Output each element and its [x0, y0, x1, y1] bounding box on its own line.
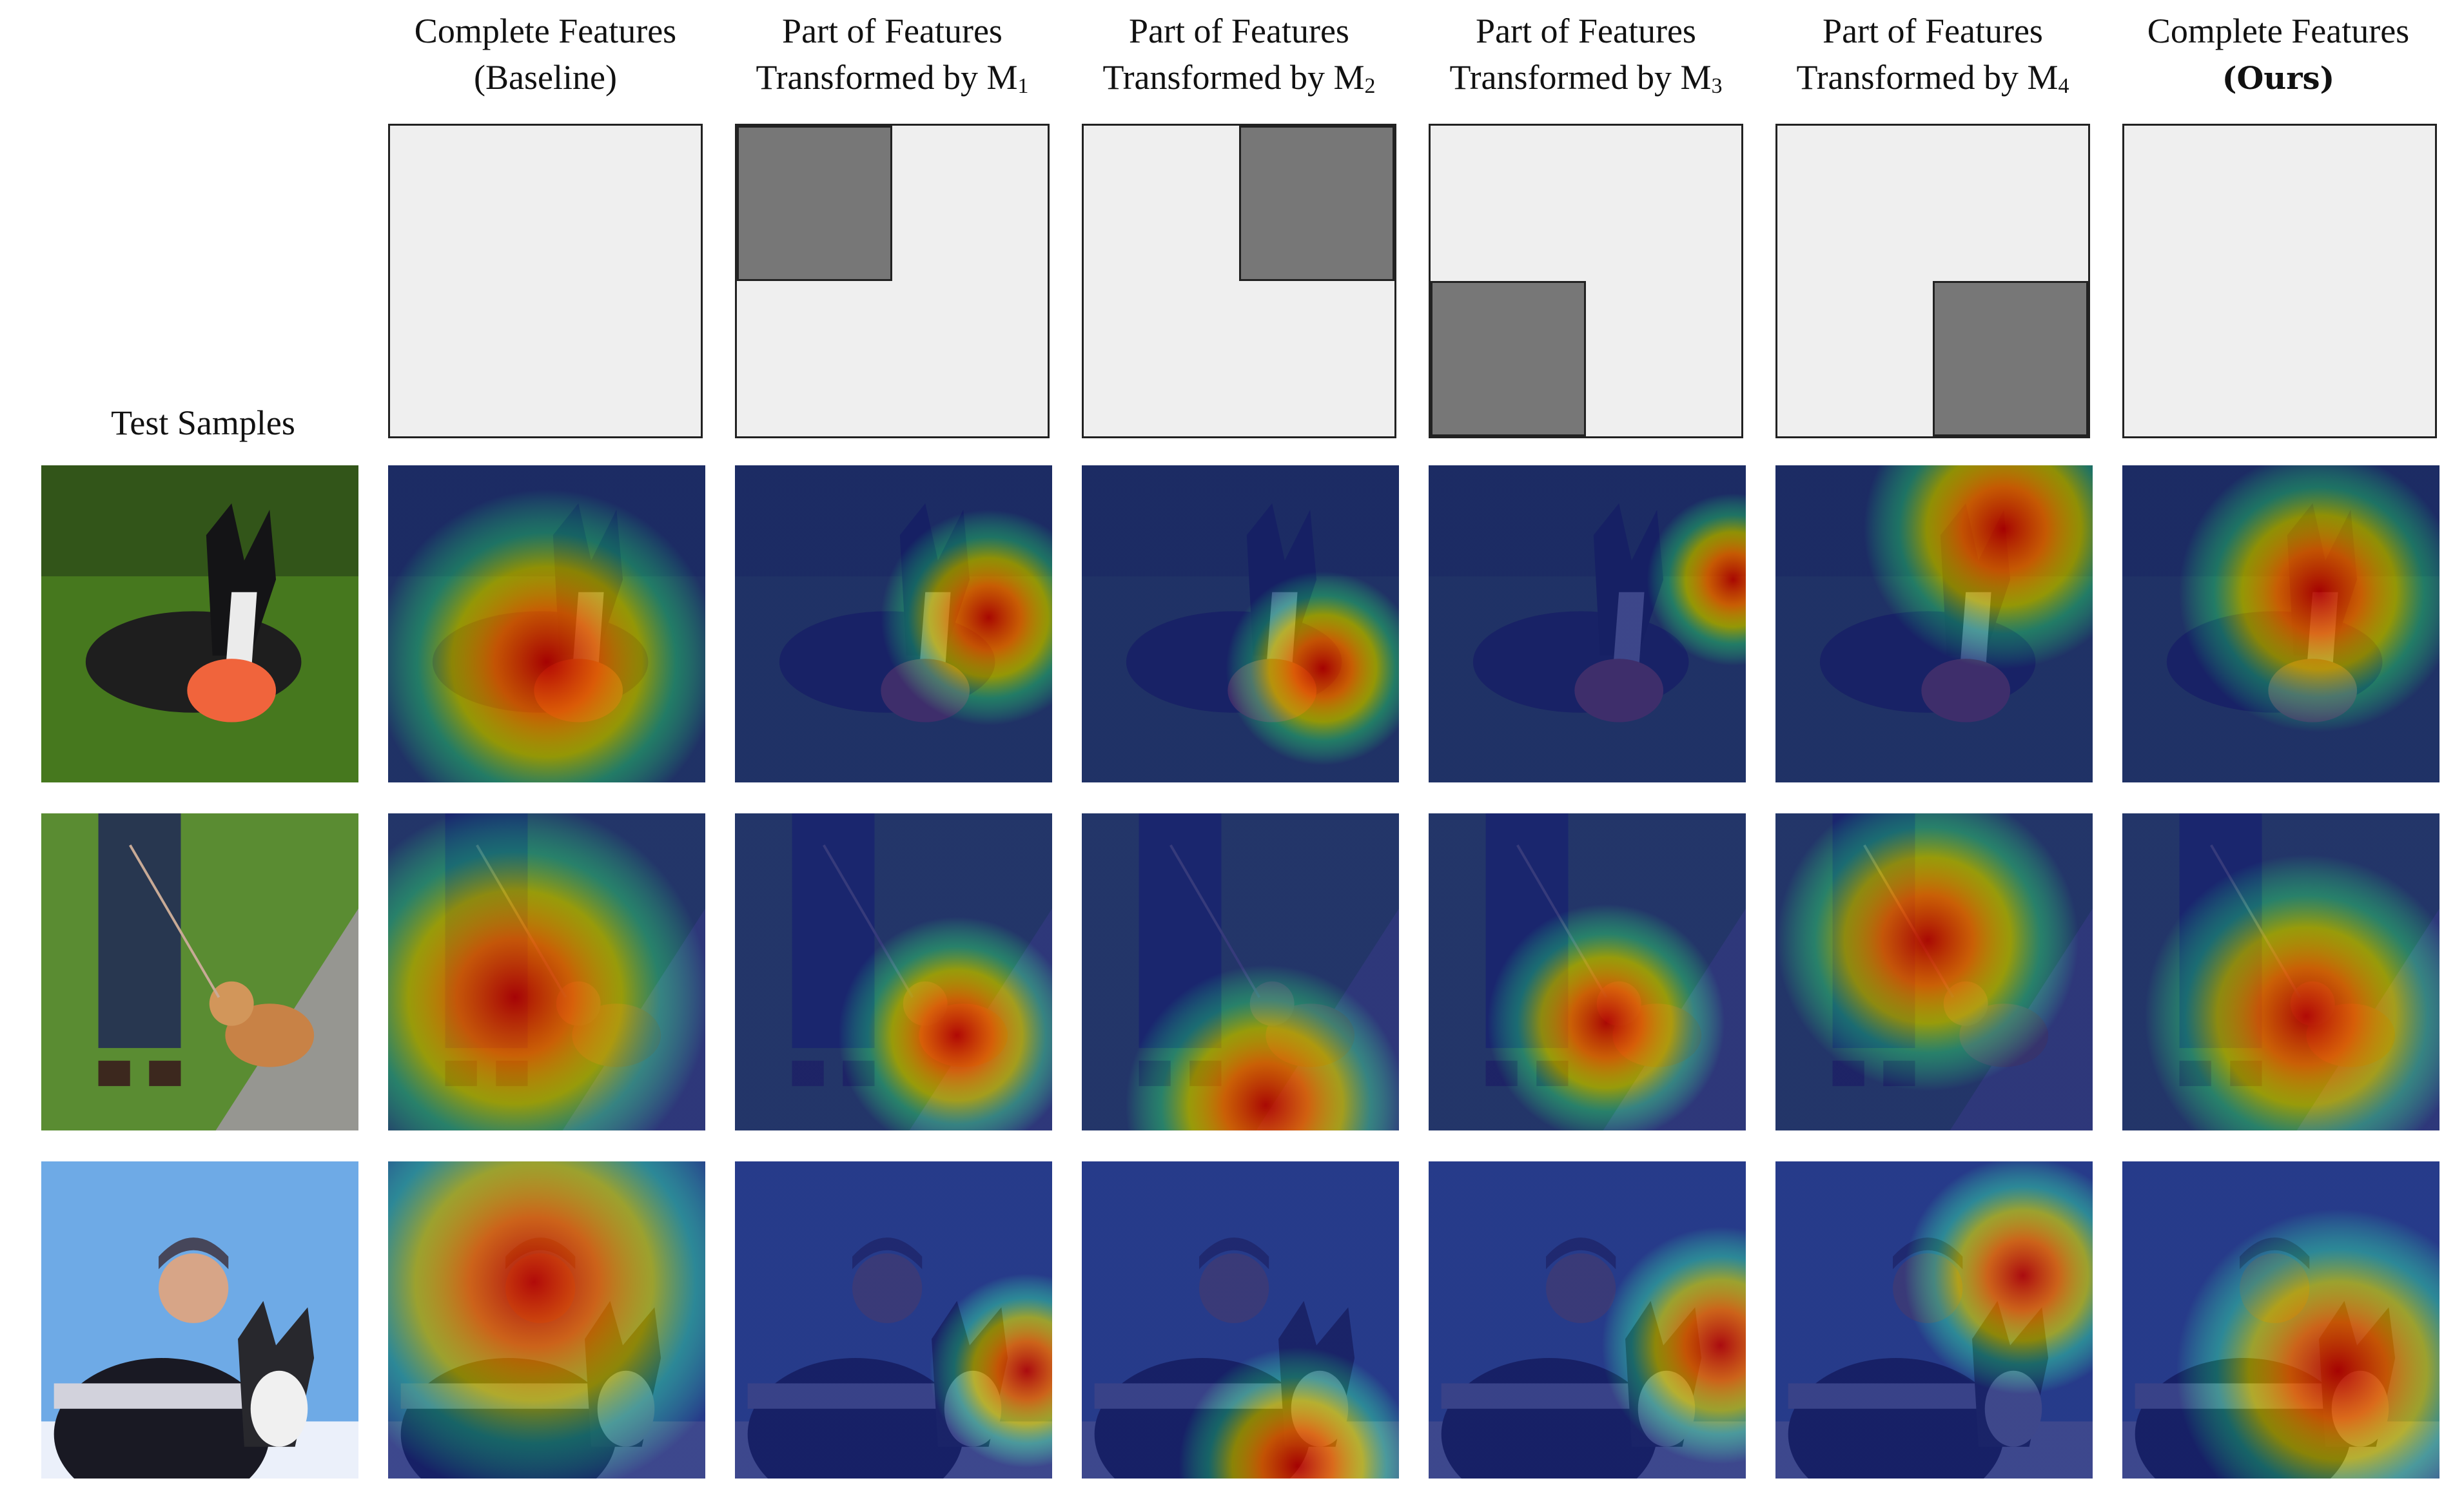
heatmap-row3-col5: [1775, 1161, 2093, 1479]
mask-block-top-right: [1239, 126, 1394, 281]
column-header-ours: Complete Features (Ours): [2085, 8, 2464, 102]
heatmap-row2-col4: [1429, 813, 1746, 1130]
header-line2: Transformed by M3: [1449, 58, 1723, 98]
mask-block-bottom-left: [1431, 281, 1586, 436]
column-header-m3: Part of Features Transformed by M3: [1393, 8, 1779, 110]
heatmap-row2-col6: [2122, 813, 2440, 1130]
header-line2: (Baseline): [474, 58, 617, 97]
header-line1: Part of Features: [1129, 12, 1349, 50]
header-line1: Part of Features: [782, 12, 1002, 50]
header-line2: Transformed by M4: [1796, 58, 2069, 98]
heatmap-row3-col2: [735, 1161, 1052, 1479]
heatmap-row1-col6: [2122, 465, 2440, 782]
test-sample-person-walking-corgi-photo: [41, 813, 358, 1130]
header-line2: (Ours): [2222, 61, 2335, 97]
heatmap-row1-col3: [1082, 465, 1399, 782]
heatmap-row2-col1: [388, 813, 705, 1130]
heatmap-row3-col1: [388, 1161, 705, 1479]
heatmap-row3-col3: [1082, 1161, 1399, 1479]
heatmap-row1-col1: [388, 465, 705, 782]
test-samples-label: Test Samples: [111, 403, 295, 442]
heatmap-row1-col5: [1775, 465, 2093, 782]
column-header-baseline: Complete Features (Baseline): [352, 8, 739, 101]
header-line2: Transformed by M2: [1102, 58, 1376, 98]
heatmap-row1-col2: [735, 465, 1052, 782]
mask-complete-baseline: [388, 124, 703, 438]
test-sample-woman-with-husky-photo: [41, 1161, 358, 1479]
column-header-m1: Part of Features Transformed by M1: [699, 8, 1086, 110]
header-line1: Complete Features: [414, 12, 677, 50]
heatmap-row3-col6: [2122, 1161, 2440, 1479]
column-header-m2: Part of Features Transformed by M2: [1046, 8, 1432, 110]
header-line2: Transformed by M1: [756, 58, 1029, 98]
mask-m4: [1775, 124, 2090, 438]
heatmap-row2-col3: [1082, 813, 1399, 1130]
heatmap-row2-col5: [1775, 813, 2093, 1130]
heatmap-row3-col4: [1429, 1161, 1746, 1479]
heatmap-row2-col2: [735, 813, 1052, 1130]
mask-m1: [735, 124, 1050, 438]
mask-complete-ours: [2122, 124, 2437, 438]
mask-m3: [1429, 124, 1743, 438]
mask-m2: [1082, 124, 1396, 438]
heatmap-row1-col4: [1429, 465, 1746, 782]
header-line1: Complete Features: [2147, 12, 2410, 50]
header-line1: Part of Features: [1823, 12, 2043, 50]
mask-block-top-left: [737, 126, 892, 281]
test-sample-dog-with-frisbee-photo: [41, 465, 358, 782]
mask-block-bottom-right: [1933, 281, 2088, 436]
column-header-m4: Part of Features Transformed by M4: [1739, 8, 2126, 110]
header-line1: Part of Features: [1476, 12, 1696, 50]
